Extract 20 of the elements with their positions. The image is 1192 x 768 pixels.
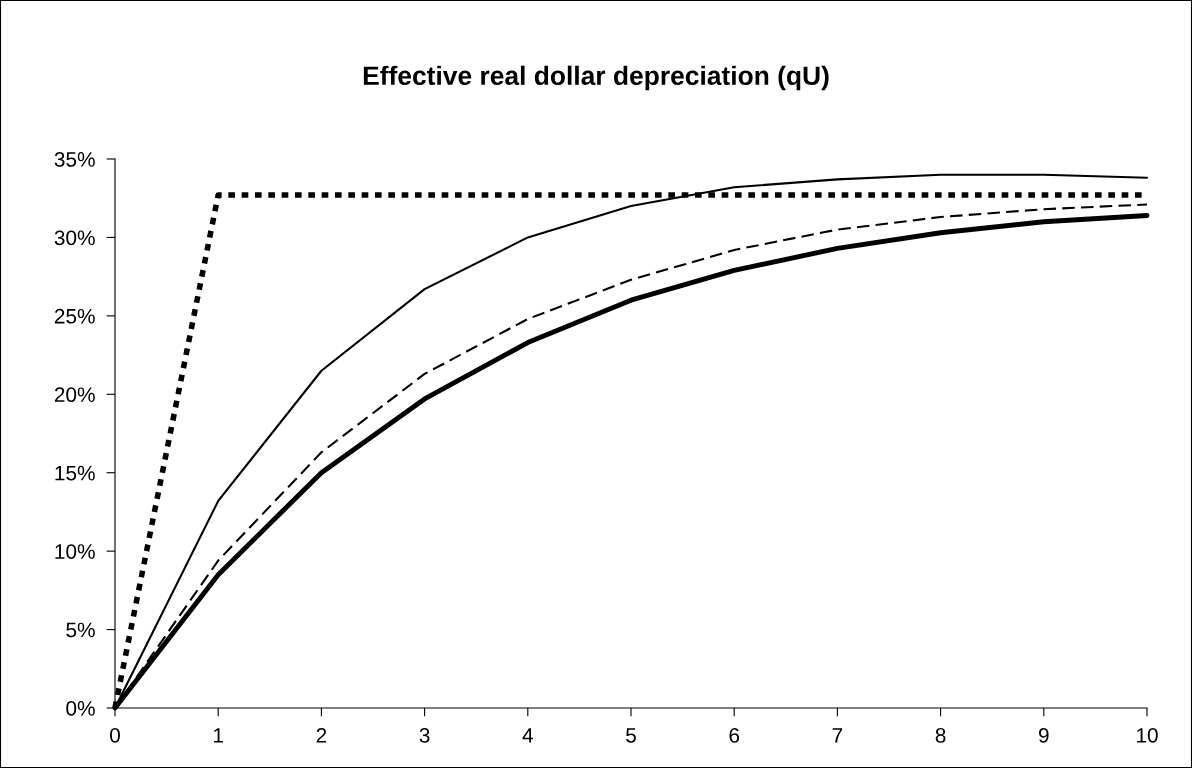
x-tick-label: 6 (729, 727, 740, 743)
y-tick-label: 10% (55, 544, 95, 559)
y-tick-label: 25% (54, 308, 95, 324)
y-tick-label: 30% (54, 230, 95, 246)
x-tick-label: 3 (419, 727, 430, 743)
y-tick-label: 15% (55, 465, 95, 481)
x-tick-label: 2 (316, 727, 327, 743)
x-tick-label: 8 (935, 727, 946, 743)
x-tick-label: 9 (1038, 727, 1049, 743)
x-tick-label: 7 (832, 728, 843, 743)
y-tick-label: 20% (54, 387, 95, 403)
y-tick-label: 35% (54, 152, 95, 167)
x-tick-label: 5 (626, 728, 636, 743)
x-tick-label: 10 (1137, 727, 1158, 743)
x-tick-label: 1 (214, 728, 223, 743)
x-tick-label: 0 (110, 727, 120, 743)
y-tick-label: 0% (66, 701, 95, 716)
x-tick-label: 4 (522, 728, 533, 743)
chart-title: Effective real dollar depreciation (qU) (363, 65, 829, 91)
y-tick-label: 5% (66, 622, 95, 638)
